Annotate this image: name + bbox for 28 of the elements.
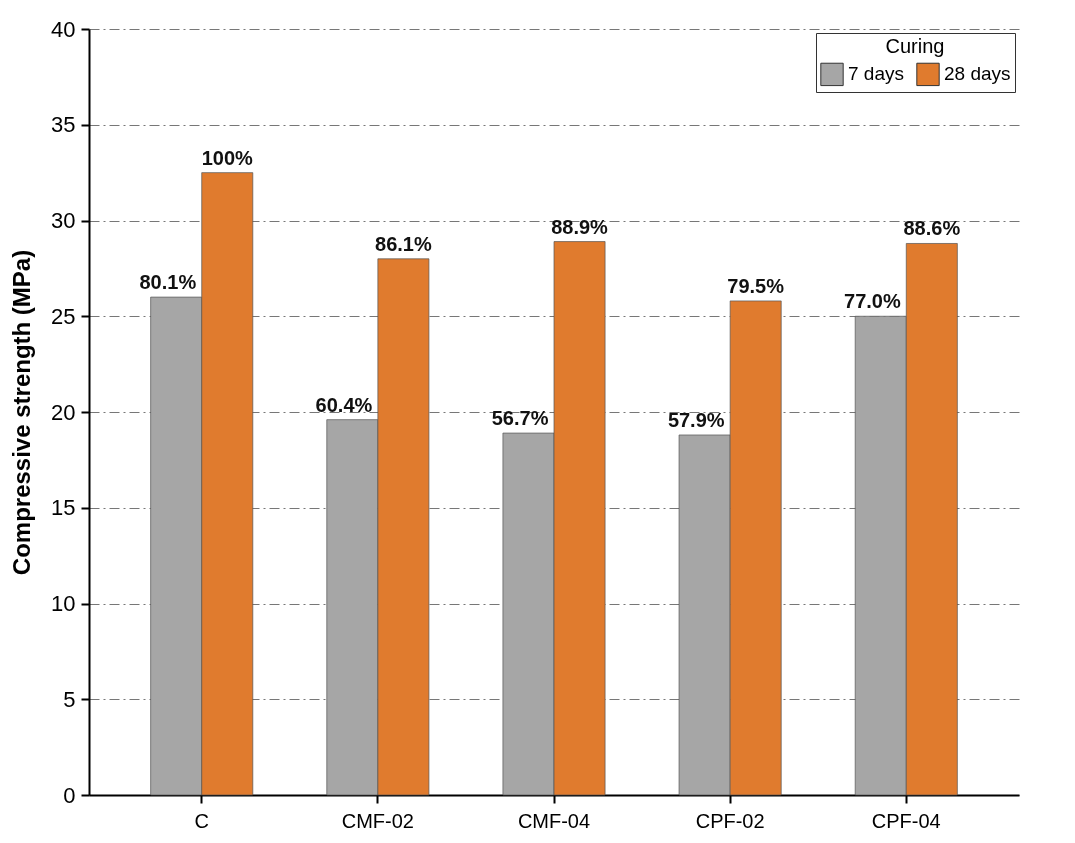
legend-label: 28 days	[944, 63, 1011, 85]
legend-title: Curing	[885, 35, 945, 57]
annotation: 57.9%	[667, 408, 725, 431]
y-tick-label: 10	[51, 591, 76, 616]
annotation: 60.4%	[315, 393, 373, 416]
y-tick-label: 25	[51, 303, 76, 329]
y-tick-label: 0	[63, 782, 76, 808]
x-tick-label: CPF-04	[871, 809, 941, 832]
y-tick-label: 40	[51, 16, 76, 42]
annotation: 100%	[201, 146, 254, 169]
y-tick-label: 20	[51, 399, 76, 425]
annotation: 80.1%	[139, 271, 197, 294]
y-tick-label: 15	[51, 495, 76, 521]
x-tick-label: CPF-02	[695, 809, 765, 832]
x-tick-label: CMF-04	[517, 809, 591, 832]
annotation: 88.6%	[903, 217, 961, 240]
annotation: 88.9%	[551, 215, 609, 238]
y-tick-label: 5	[63, 686, 76, 712]
annotation: 79.5%	[727, 274, 785, 297]
annotation: 56.7%	[491, 407, 549, 430]
annotation: 77.0%	[844, 290, 901, 313]
x-tick-label: C	[194, 809, 209, 832]
x-tick-label: CMF-02	[341, 809, 414, 832]
y-tick-label: 30	[51, 208, 76, 233]
y-tick-label: 35	[51, 112, 76, 138]
legend-label: 7 days	[848, 63, 904, 85]
y-axis-title: Compressive strength (MPa)	[8, 249, 36, 576]
annotation: 86.1%	[375, 232, 432, 255]
